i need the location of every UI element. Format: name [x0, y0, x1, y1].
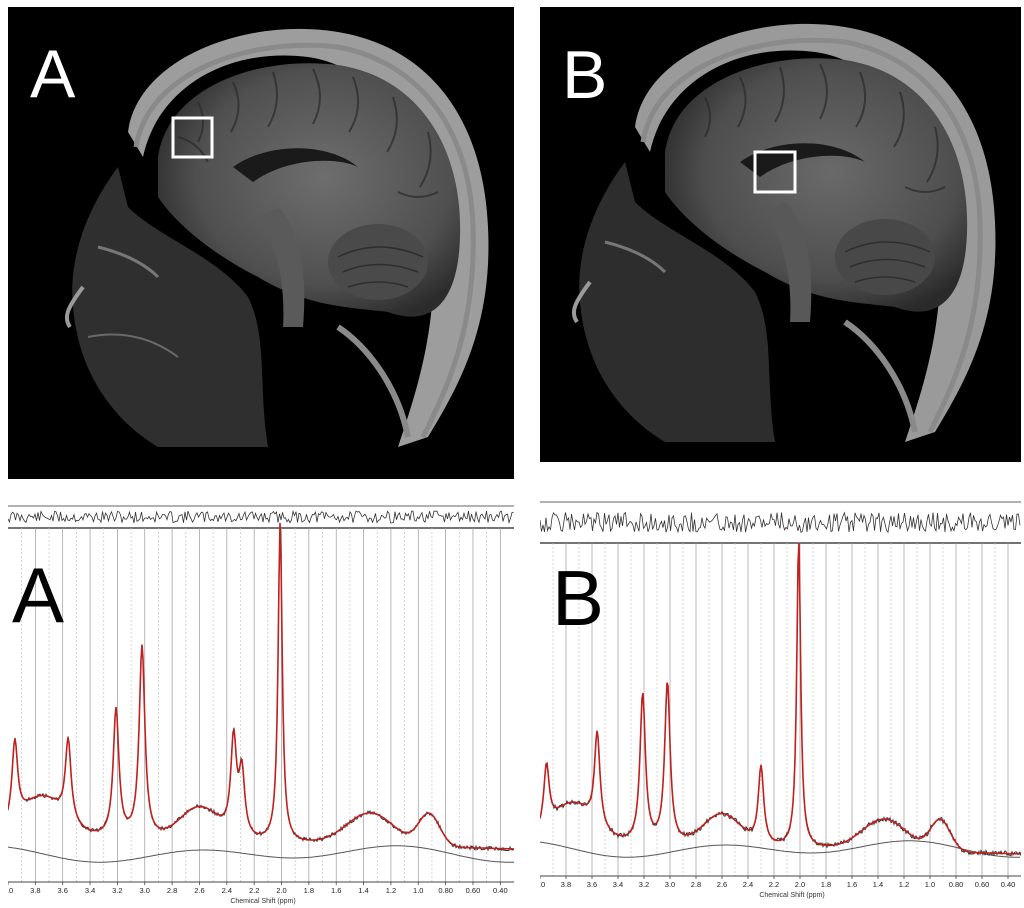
x-tick-label: 2.0 — [276, 886, 286, 895]
x-axis-title-b: Chemical Shift (ppm) — [759, 892, 825, 899]
fit-trace — [540, 542, 1021, 855]
x-tick-label: 1.4 — [358, 886, 368, 895]
x-tick-label: 1.6 — [847, 880, 857, 889]
x-tick-label: 0.40 — [493, 886, 508, 895]
x-tick-label: 2.0 — [795, 880, 805, 889]
data-trace — [8, 524, 514, 852]
panel-label-a: A — [30, 36, 76, 112]
baseline-curve — [540, 840, 1020, 858]
spectrum-label-a: A — [12, 551, 65, 639]
x-tick-label: 0.40 — [1001, 880, 1016, 889]
baseline-curve — [8, 845, 514, 863]
x-tick-label: 1.2 — [899, 880, 909, 889]
x-tick-label: 1.6 — [331, 886, 341, 895]
x-tick-label: 0.80 — [949, 880, 964, 889]
x-tick-label: 4.0 — [540, 880, 545, 889]
roi-box-b — [753, 150, 797, 194]
x-tick-label: 2.6 — [194, 886, 204, 895]
x-tick-label: 3.6 — [587, 880, 597, 889]
fit-trace — [8, 522, 514, 850]
x-tick-label: 2.2 — [249, 886, 259, 895]
spectrum-chart-b: 4.0 3.8 3.6 3.4 3.2 3.0 2.8 2.6 2.4 2.2 2.0 1.8 1.6 1… — [540, 501, 1021, 889]
x-axis-title-a: Chemical Shift (ppm) — [230, 898, 296, 905]
x-tick-label: 1.2 — [386, 886, 396, 895]
x-tick-label: 2.2 — [769, 880, 779, 889]
x-tick-label: 2.8 — [167, 886, 177, 895]
x-tick-label: 1.4 — [873, 880, 883, 889]
x-tick-label: 1.0 — [413, 886, 423, 895]
spectrum-panel-a: 4.0 3.8 3.6 3.4 3.2 3.0 2.8 2.6 2.4 2.2 2.0 1.8 1.6 1… — [8, 494, 514, 908]
x-tick-label: 1.0 — [925, 880, 935, 889]
gridlines — [552, 543, 1009, 876]
x-tick-label: 3.4 — [613, 880, 623, 889]
x-tick-label: 2.4 — [743, 880, 753, 889]
x-tick-label: 3.2 — [639, 880, 649, 889]
x-tick-label: 0.80 — [438, 886, 453, 895]
x-tick-label: 4.0 — [8, 886, 13, 895]
x-tick-label: 3.8 — [30, 886, 40, 895]
x-tick-label: 0.60 — [975, 880, 990, 889]
x-tick-label: 3.6 — [57, 886, 67, 895]
x-tick-label: 1.8 — [821, 880, 831, 889]
mri-sagittal-image-a — [64, 28, 489, 447]
x-tick-label: 3.8 — [561, 880, 571, 889]
spectrum-panel-b: 4.0 3.8 3.6 3.4 3.2 3.0 2.8 2.6 2.4 2.2 2.0 1.8 1.6 1… — [540, 494, 1021, 908]
spectrum-chart-a: 4.0 3.8 3.6 3.4 3.2 3.0 2.8 2.6 2.4 2.2 2.0 1.8 1.6 1… — [8, 505, 514, 895]
x-tick-label: 2.4 — [222, 886, 232, 895]
x-tick-label: 3.2 — [112, 886, 122, 895]
data-trace — [540, 542, 1021, 857]
x-tick-label: 2.6 — [717, 880, 727, 889]
x-tick-label: 3.0 — [665, 880, 675, 889]
roi-box-a — [171, 116, 214, 159]
mri-sagittal-image-b — [571, 23, 996, 442]
x-tick-label: 1.8 — [304, 886, 314, 895]
panel-label-b: B — [562, 37, 608, 113]
x-tick-label: 2.8 — [691, 880, 701, 889]
mri-panel-b: B — [540, 7, 1021, 462]
residual-trace — [540, 511, 1021, 534]
x-tick-label: 3.4 — [85, 886, 95, 895]
spectrum-label-b: B — [552, 554, 605, 642]
residual-trace — [8, 509, 514, 525]
x-tick-label: 3.0 — [140, 886, 150, 895]
x-tick-label: 0.60 — [466, 886, 481, 895]
mri-panel-a: A — [8, 7, 514, 479]
